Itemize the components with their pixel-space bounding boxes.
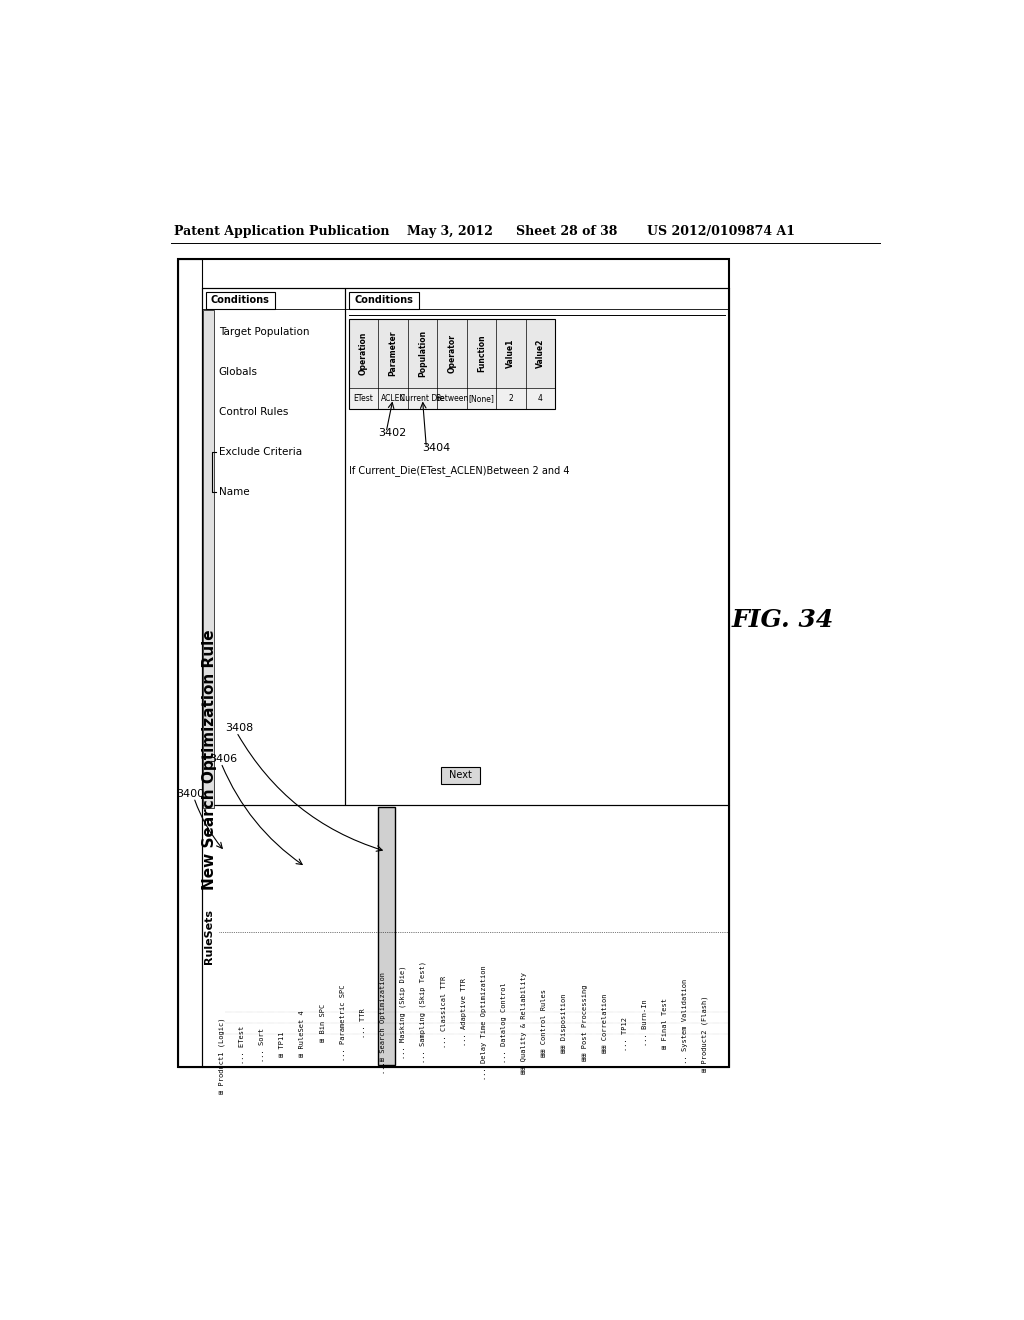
Text: Parameter: Parameter bbox=[388, 330, 397, 376]
Text: ⊞ RuleSet 4: ⊞ RuleSet 4 bbox=[299, 1011, 305, 1057]
Text: 2: 2 bbox=[509, 395, 513, 403]
Bar bbox=[202, 805, 729, 1067]
Bar bbox=[467, 388, 496, 409]
Text: Next: Next bbox=[449, 770, 472, 780]
Text: ... Sampling (Skip Test): ... Sampling (Skip Test) bbox=[420, 961, 426, 1064]
Text: ... ETest: ... ETest bbox=[239, 1026, 245, 1064]
Text: 4: 4 bbox=[538, 395, 543, 403]
Bar bbox=[203, 310, 214, 808]
Bar bbox=[349, 318, 555, 388]
Bar bbox=[349, 318, 555, 409]
Text: [None]: [None] bbox=[468, 395, 495, 403]
Text: Operation: Operation bbox=[359, 331, 368, 375]
Text: ... Classical TTR: ... Classical TTR bbox=[440, 977, 446, 1048]
Text: Function: Function bbox=[477, 334, 486, 372]
Text: ... TTR: ... TTR bbox=[359, 1008, 366, 1038]
Text: ... Datalog Control: ... Datalog Control bbox=[501, 982, 507, 1064]
Bar bbox=[202, 288, 345, 805]
Bar bbox=[437, 388, 467, 409]
Text: If Current_Die(ETest_ACLEN)Between 2 and 4: If Current_Die(ETest_ACLEN)Between 2 and… bbox=[349, 466, 569, 477]
Text: ...⊞ Search Optimization: ...⊞ Search Optimization bbox=[380, 972, 386, 1074]
Text: 3402: 3402 bbox=[378, 428, 407, 437]
Text: ⊞ Product2 (Flash): ⊞ Product2 (Flash) bbox=[702, 995, 709, 1072]
Text: 3408: 3408 bbox=[225, 723, 253, 733]
Text: ⊞⊞ Quality & Reliability: ⊞⊞ Quality & Reliability bbox=[521, 972, 527, 1074]
Text: Conditions: Conditions bbox=[354, 296, 414, 305]
Text: Population: Population bbox=[418, 330, 427, 376]
Text: Exclude Criteria: Exclude Criteria bbox=[219, 446, 302, 457]
Text: Value2: Value2 bbox=[536, 338, 545, 368]
Text: ... Burn-In: ... Burn-In bbox=[642, 999, 648, 1047]
Bar bbox=[378, 807, 394, 1065]
Bar bbox=[345, 288, 729, 805]
Text: ⊞ Final Test: ⊞ Final Test bbox=[663, 998, 669, 1048]
Bar bbox=[496, 388, 525, 409]
Text: 3406: 3406 bbox=[209, 754, 238, 764]
Text: RuleSets: RuleSets bbox=[205, 908, 214, 964]
Text: Name: Name bbox=[219, 487, 249, 496]
Text: Operator: Operator bbox=[447, 334, 457, 372]
Text: Between: Between bbox=[435, 395, 469, 403]
Text: May 3, 2012: May 3, 2012 bbox=[407, 224, 493, 238]
Text: ⊞⊞ Disposition: ⊞⊞ Disposition bbox=[561, 994, 567, 1053]
Text: 3404: 3404 bbox=[423, 444, 451, 453]
Text: New Search Optimization Rule: New Search Optimization Rule bbox=[202, 630, 217, 890]
Text: ⊞⊞ Control Rules: ⊞⊞ Control Rules bbox=[542, 989, 547, 1057]
Text: Value1: Value1 bbox=[506, 338, 515, 368]
Bar bbox=[408, 388, 437, 409]
Text: ... Parametric SPC: ... Parametric SPC bbox=[340, 985, 346, 1061]
Text: ... Masking (Skip Die): ... Masking (Skip Die) bbox=[399, 966, 407, 1059]
Text: ⊞⊞ Post Processing: ⊞⊞ Post Processing bbox=[582, 985, 588, 1061]
Text: ACLEN: ACLEN bbox=[381, 395, 406, 403]
Bar bbox=[178, 259, 202, 1067]
Text: ... Delay Time Optimization: ... Delay Time Optimization bbox=[481, 966, 486, 1081]
Bar bbox=[378, 388, 408, 409]
Text: ... Adaptive TTR: ... Adaptive TTR bbox=[461, 978, 467, 1047]
Text: ⊞ Product1 (Logic): ⊞ Product1 (Logic) bbox=[218, 1018, 225, 1094]
Bar bbox=[525, 388, 555, 409]
Text: FIG. 34: FIG. 34 bbox=[732, 609, 834, 632]
Text: ⊞⊞ Correlation: ⊞⊞ Correlation bbox=[602, 994, 607, 1053]
Text: ... System Validation: ... System Validation bbox=[682, 978, 688, 1068]
Text: Target Population: Target Population bbox=[219, 326, 309, 337]
Text: ETest: ETest bbox=[353, 395, 374, 403]
Bar bbox=[441, 767, 479, 784]
Bar bbox=[178, 259, 729, 1067]
Text: Conditions: Conditions bbox=[211, 296, 269, 305]
Bar bbox=[206, 292, 275, 309]
Text: Current Die: Current Die bbox=[400, 395, 444, 403]
Text: ⊞ TP11: ⊞ TP11 bbox=[280, 1032, 286, 1057]
Text: Globals: Globals bbox=[219, 367, 258, 376]
Text: Sheet 28 of 38: Sheet 28 of 38 bbox=[515, 224, 616, 238]
Bar bbox=[349, 292, 419, 309]
Text: 3400: 3400 bbox=[176, 788, 204, 799]
Text: Patent Application Publication: Patent Application Publication bbox=[174, 224, 390, 238]
Text: ... TP12: ... TP12 bbox=[622, 1016, 628, 1051]
Bar bbox=[349, 388, 378, 409]
Text: ... Sort: ... Sort bbox=[259, 1028, 265, 1061]
Text: Control Rules: Control Rules bbox=[219, 407, 288, 417]
Text: US 2012/0109874 A1: US 2012/0109874 A1 bbox=[647, 224, 796, 238]
Text: ⊞ Bin SPC: ⊞ Bin SPC bbox=[319, 1005, 326, 1043]
